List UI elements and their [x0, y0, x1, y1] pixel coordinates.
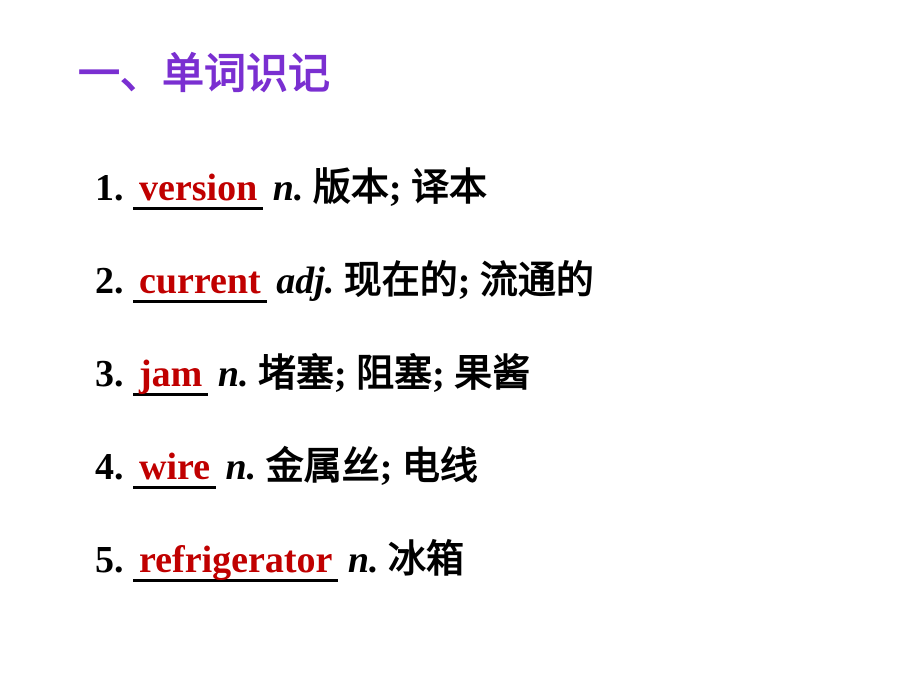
item-definition: 现在的; 流通的	[344, 260, 594, 302]
item-pos: n.	[226, 446, 257, 488]
vocabulary-item: 4. wire n. 金属丝; 电线	[95, 435, 870, 490]
section-heading: 一、单词识记	[78, 40, 870, 101]
item-answer: current	[133, 262, 267, 303]
slide-container: 一、单词识记 1. version n. 版本; 译本 2. current a…	[0, 0, 920, 661]
item-answer: wire	[133, 448, 216, 489]
item-definition: 堵塞; 阻塞; 果酱	[258, 353, 530, 395]
item-pos: n.	[273, 167, 304, 209]
item-answer: version	[133, 169, 263, 210]
vocabulary-item: 1. version n. 版本; 译本	[95, 156, 870, 211]
item-number: 1.	[95, 167, 124, 209]
item-pos: n.	[218, 353, 249, 395]
item-answer: jam	[133, 355, 208, 396]
vocabulary-item: 3. jam n. 堵塞; 阻塞; 果酱	[95, 342, 870, 397]
item-number: 2.	[95, 260, 124, 302]
item-answer: refrigerator	[133, 541, 338, 582]
vocabulary-item: 2. current adj. 现在的; 流通的	[95, 249, 870, 304]
item-pos: n.	[348, 539, 379, 581]
item-definition: 版本; 译本	[313, 167, 487, 209]
item-number: 4.	[95, 446, 124, 488]
item-pos: adj.	[276, 260, 334, 302]
item-number: 5.	[95, 539, 124, 581]
item-definition: 金属丝; 电线	[266, 446, 478, 488]
item-number: 3.	[95, 353, 124, 395]
vocabulary-item: 5. refrigerator n. 冰箱	[95, 528, 870, 583]
vocabulary-list: 1. version n. 版本; 译本 2. current adj. 现在的…	[50, 156, 870, 583]
item-definition: 冰箱	[388, 539, 464, 581]
